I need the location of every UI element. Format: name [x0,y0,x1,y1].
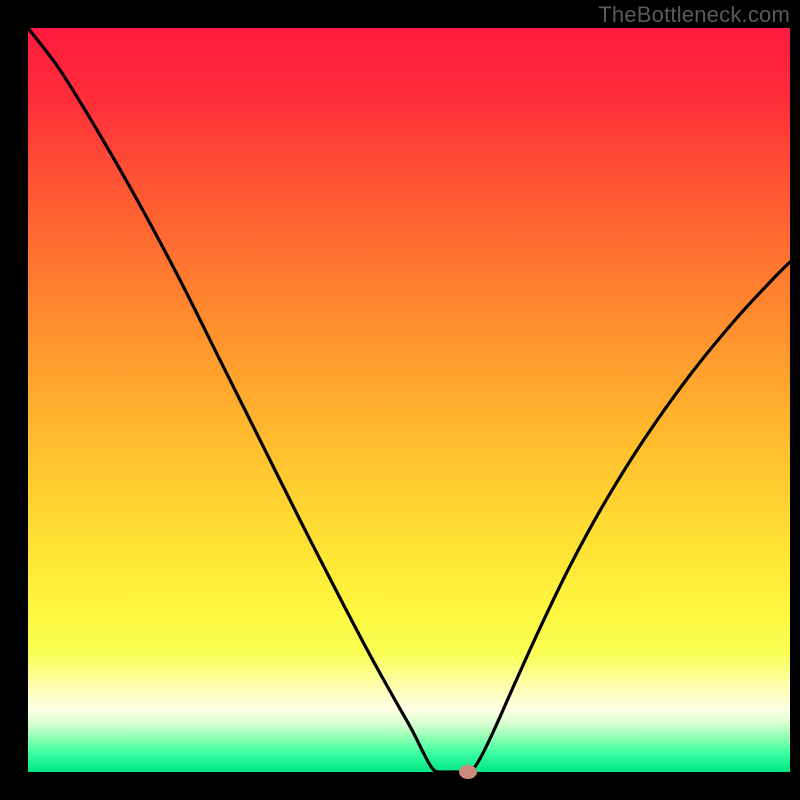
watermark-text: TheBottleneck.com [598,2,790,28]
plot-background [28,28,790,772]
optimal-point-marker [459,765,477,779]
bottleneck-chart [0,0,800,800]
chart-container: TheBottleneck.com [0,0,800,800]
